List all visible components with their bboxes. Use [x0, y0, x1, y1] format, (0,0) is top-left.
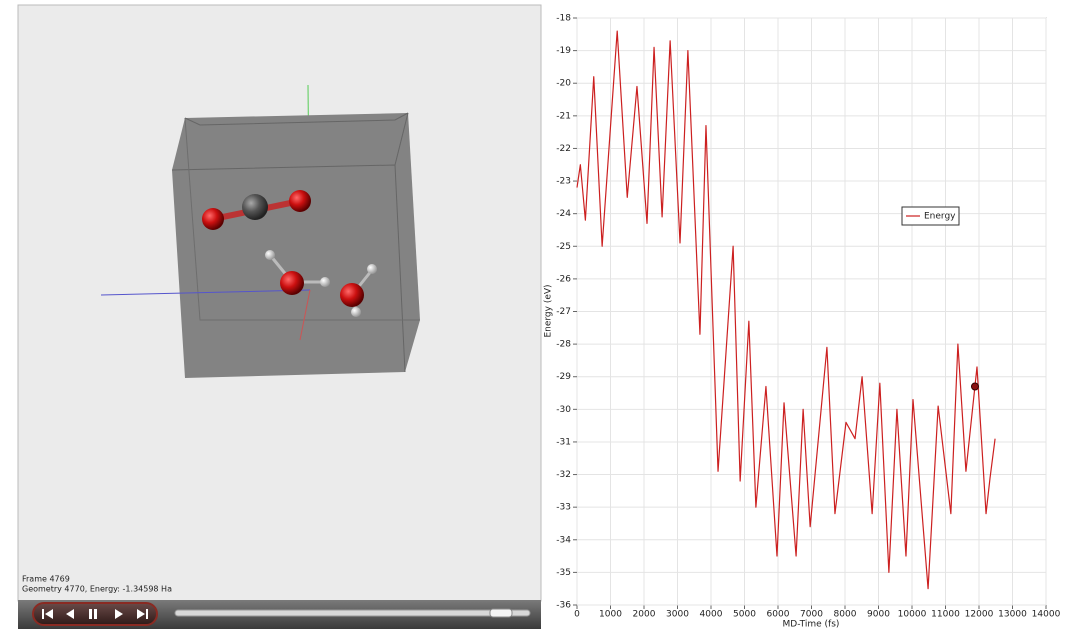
- y-tick-label: -25: [556, 242, 571, 252]
- frame-label: Frame 4769: [22, 575, 70, 584]
- x-axis-label: MD-Time (fs): [783, 620, 840, 630]
- y-tick-label: -31: [556, 437, 571, 447]
- x-tick-label: 10000: [898, 610, 927, 620]
- atom-o: [289, 190, 311, 212]
- x-tick-label: 8000: [834, 610, 857, 620]
- x-tick-label: 7000: [800, 610, 823, 620]
- x-tick-label: 11000: [931, 610, 960, 620]
- atom-o: [202, 208, 224, 230]
- x-tick-label: 6000: [767, 610, 790, 620]
- cell-box: [172, 113, 420, 378]
- legend: Energy: [902, 207, 959, 225]
- x-tick-label: 9000: [867, 610, 890, 620]
- y-tick-label: -22: [556, 144, 571, 154]
- energy-chart: MD-Time (fs) Energy (eV) 0 1000 2000 3000 40…: [544, 14, 1061, 630]
- y-tick-label: -23: [556, 177, 571, 187]
- atom-c: [242, 194, 268, 220]
- atom-h: [265, 250, 275, 260]
- x-tick-label: 14000: [1032, 610, 1061, 620]
- y-tick-label: -21: [556, 111, 571, 121]
- y-tick-label: -20: [556, 79, 571, 89]
- y-tick-label: -36: [556, 601, 571, 611]
- y-tick-label: -24: [556, 209, 571, 219]
- x-tick-label: 13000: [998, 610, 1027, 620]
- x-tick-label: 3000: [666, 610, 689, 620]
- x-tick-label: 4000: [700, 610, 723, 620]
- y-tick-label: -32: [556, 470, 571, 480]
- frame-slider[interactable]: [175, 610, 530, 616]
- atom-h: [367, 264, 377, 274]
- y-tick-label: -29: [556, 372, 571, 382]
- x-tick-label: 12000: [965, 610, 994, 620]
- y-tick-label: -26: [556, 274, 571, 284]
- slider-handle[interactable]: [490, 609, 512, 617]
- y-tick-label: -30: [556, 405, 571, 415]
- y-tick-label: -19: [556, 46, 571, 56]
- legend-label: Energy: [924, 212, 956, 222]
- x-tick-label: 1000: [599, 610, 622, 620]
- molecule-viewer: Frame 4769 Geometry 4770, Energy: -1.345…: [18, 5, 541, 629]
- y-tick-label: -27: [556, 307, 571, 317]
- x-tick-label: 5000: [733, 610, 756, 620]
- y-tick-label: -35: [556, 568, 571, 578]
- atom-o: [340, 283, 364, 307]
- current-frame-marker: [971, 383, 978, 390]
- y-tick-label: -34: [556, 535, 571, 545]
- y-axis-label: Energy (eV): [544, 284, 554, 337]
- atom-h: [320, 277, 330, 287]
- atom-h: [351, 307, 361, 317]
- app: Frame 4769 Geometry 4770, Energy: -1.345…: [0, 0, 1066, 629]
- atom-o: [280, 271, 304, 295]
- y-tick-label: -28: [556, 340, 571, 350]
- y-tick-label: -33: [556, 503, 571, 513]
- geometry-label: Geometry 4770, Energy: -1.34598 Ha: [22, 585, 172, 594]
- x-tick-label: 2000: [633, 610, 656, 620]
- x-tick-label: 0: [574, 610, 580, 620]
- y-tick-label: -18: [556, 14, 571, 24]
